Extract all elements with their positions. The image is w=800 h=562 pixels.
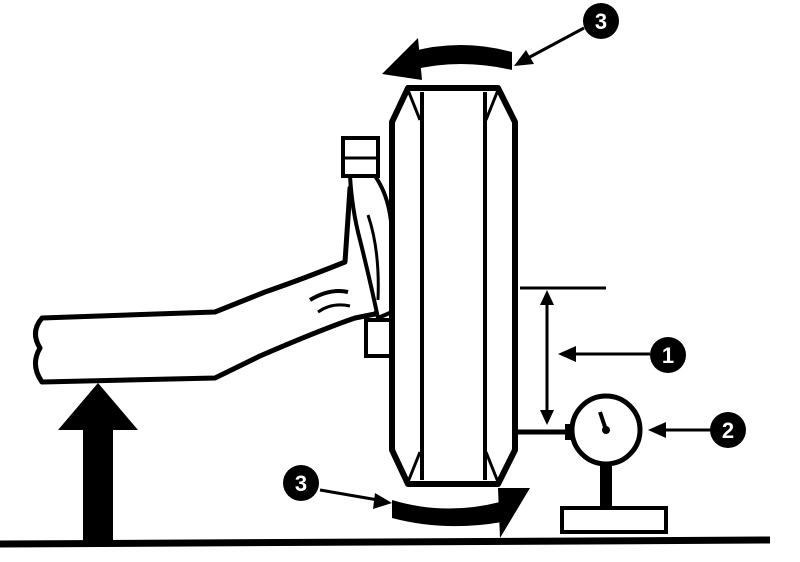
axle-beam-contour-2	[317, 303, 351, 314]
leader-arrow-3-bottom	[319, 488, 392, 509]
leader-arrow-2	[648, 422, 712, 438]
callout-3-top-label: 3	[595, 9, 607, 34]
leader-arrow-3-top	[514, 26, 585, 66]
callout-2-label: 2	[722, 418, 734, 443]
ground-line	[0, 536, 771, 548]
rotation-arrow-bottom-icon	[392, 488, 530, 538]
tire	[389, 85, 518, 487]
axle-beam-contour	[308, 289, 349, 302]
leader-arrow-1	[558, 346, 650, 362]
callout-1: 1	[650, 337, 686, 373]
measurement-range	[520, 286, 606, 425]
axle-beam	[33, 185, 391, 385]
callout-3-bottom-label: 3	[295, 471, 307, 496]
callout-3-top: 3	[583, 3, 619, 39]
callout-1-label: 1	[662, 343, 674, 368]
lift-arrow-icon	[58, 383, 138, 543]
dial-gauge-icon	[515, 393, 668, 534]
rotation-arrow-top-icon	[382, 38, 512, 80]
callout-2: 2	[710, 412, 746, 448]
callout-3-bottom: 3	[283, 465, 319, 501]
